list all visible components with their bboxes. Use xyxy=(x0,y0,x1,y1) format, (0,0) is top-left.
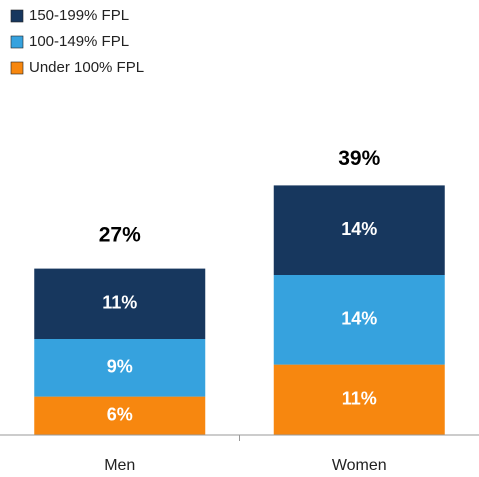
bar-segment xyxy=(273,185,445,275)
legend-label: 100-149% FPL xyxy=(29,33,129,50)
segment-label: 9% xyxy=(107,357,133,377)
segment-label: 14% xyxy=(341,309,377,329)
legend-swatch xyxy=(10,9,24,23)
segment-label: 11% xyxy=(342,389,377,409)
bar-segment xyxy=(273,275,445,365)
bar-segment xyxy=(34,339,206,397)
bar-segment xyxy=(34,268,206,339)
segment-label: 14% xyxy=(341,219,377,239)
total-label: 39% xyxy=(338,147,380,170)
x-tick-label: Women xyxy=(332,457,387,474)
legend-swatch xyxy=(10,61,24,75)
segment-label: 11% xyxy=(102,293,137,313)
bar-segment xyxy=(34,396,206,435)
total-label: 27% xyxy=(99,224,141,247)
legend-label: 150-199% FPL xyxy=(29,7,129,24)
legend-label: Under 100% FPL xyxy=(29,59,144,76)
x-tick-label: Men xyxy=(104,457,135,474)
legend-swatch xyxy=(10,35,24,49)
bar-segment xyxy=(273,364,445,435)
segment-label: 6% xyxy=(107,405,133,425)
